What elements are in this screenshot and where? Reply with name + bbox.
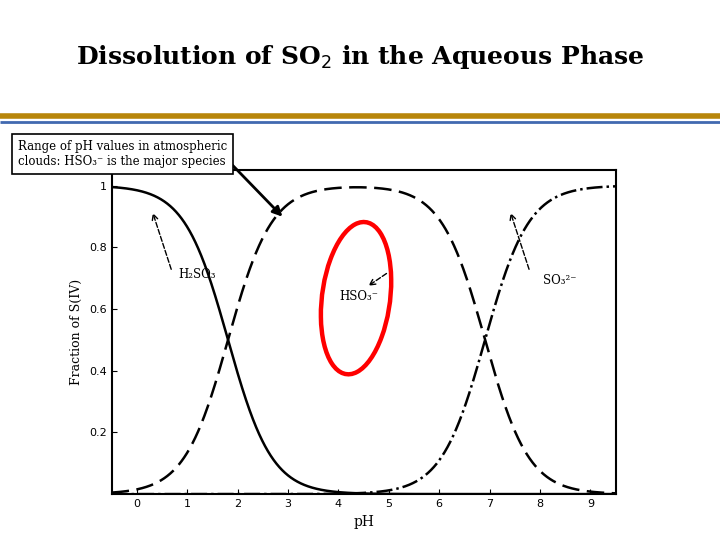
- Text: HSO₃⁻: HSO₃⁻: [339, 289, 378, 303]
- Y-axis label: Fraction of S(IV): Fraction of S(IV): [71, 279, 84, 385]
- Text: SO₃²⁻: SO₃²⁻: [544, 274, 577, 287]
- Text: H₂SO₃: H₂SO₃: [179, 268, 216, 281]
- X-axis label: pH: pH: [354, 515, 374, 529]
- Text: Range of pH values in atmospheric
clouds: HSO₃⁻ is the major species: Range of pH values in atmospheric clouds…: [18, 140, 228, 168]
- Text: Dissolution of SO$_2$ in the Aqueous Phase: Dissolution of SO$_2$ in the Aqueous Pha…: [76, 43, 644, 71]
